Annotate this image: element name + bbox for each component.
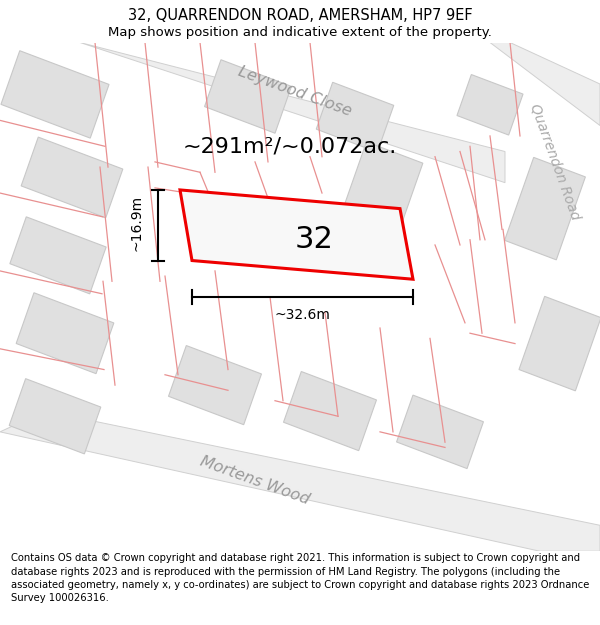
Text: ~32.6m: ~32.6m (275, 308, 331, 321)
Polygon shape (21, 137, 123, 218)
Polygon shape (1, 51, 109, 138)
Polygon shape (10, 217, 106, 294)
Polygon shape (9, 379, 101, 454)
Polygon shape (205, 60, 292, 133)
Text: Contains OS data © Crown copyright and database right 2021. This information is : Contains OS data © Crown copyright and d… (11, 554, 589, 603)
Polygon shape (490, 42, 600, 126)
Polygon shape (180, 190, 413, 279)
Polygon shape (16, 292, 114, 374)
Text: Map shows position and indicative extent of the property.: Map shows position and indicative extent… (108, 26, 492, 39)
Text: 32, QUARRENDON ROAD, AMERSHAM, HP7 9EF: 32, QUARRENDON ROAD, AMERSHAM, HP7 9EF (128, 8, 472, 22)
Text: ~16.9m: ~16.9m (129, 195, 143, 251)
Text: Mortens Wood: Mortens Wood (198, 454, 312, 508)
Text: 32: 32 (295, 225, 334, 254)
Polygon shape (457, 74, 523, 135)
Polygon shape (284, 371, 376, 451)
Polygon shape (80, 42, 505, 182)
Polygon shape (397, 395, 484, 469)
Polygon shape (519, 296, 600, 391)
Polygon shape (316, 82, 394, 152)
Text: Quarrendon Road: Quarrendon Road (527, 102, 583, 222)
Polygon shape (169, 346, 262, 425)
Polygon shape (0, 411, 600, 551)
Polygon shape (327, 142, 423, 276)
Text: ~291m²/~0.072ac.: ~291m²/~0.072ac. (183, 136, 397, 156)
Polygon shape (505, 158, 586, 260)
Text: Leywood Close: Leywood Close (236, 64, 354, 119)
